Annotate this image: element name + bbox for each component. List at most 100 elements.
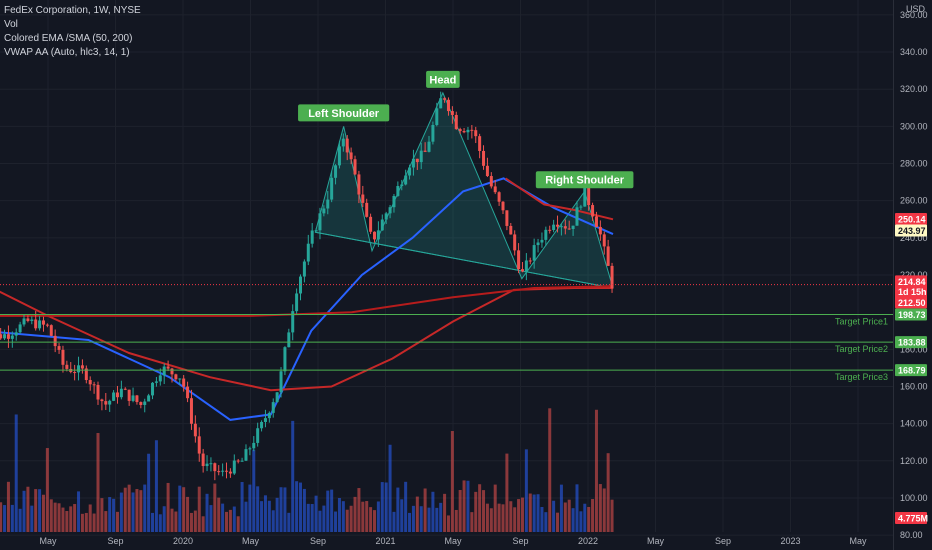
candle-body bbox=[30, 319, 34, 321]
target-price-tag bbox=[895, 336, 927, 349]
price-tick-label: 100.00 bbox=[900, 493, 928, 503]
candle-body bbox=[400, 184, 404, 187]
candle-body bbox=[575, 207, 579, 226]
pattern-labels: Left Shoulder Head Right Shoulder bbox=[298, 70, 634, 189]
volume-indicator-label[interactable]: Vol bbox=[4, 19, 18, 30]
price-tick-label: 320.00 bbox=[900, 84, 928, 94]
volume-bar bbox=[571, 508, 575, 532]
target-price-tag-label: 183.88 bbox=[898, 338, 926, 348]
volume-bar bbox=[45, 448, 49, 532]
time-tick-label: Sep bbox=[310, 536, 326, 546]
volume-bar bbox=[450, 431, 454, 532]
candle-body bbox=[450, 111, 454, 115]
volume-bar bbox=[104, 511, 108, 532]
candle-body bbox=[14, 332, 18, 336]
volume-bar bbox=[228, 509, 232, 532]
candle-body bbox=[252, 442, 256, 449]
volume-bar bbox=[310, 504, 314, 532]
time-tick-label: May bbox=[444, 536, 462, 546]
candle-body bbox=[380, 219, 384, 231]
volume-bar bbox=[357, 488, 361, 532]
price-tick-label: 240.00 bbox=[900, 233, 928, 243]
symbol-title[interactable]: FedEx Corporation, 1W, NYSE bbox=[4, 5, 141, 16]
time-axis[interactable]: May Sep 2020 May Sep 2021 May Sep 2022 May Sep 2023… bbox=[39, 536, 867, 546]
volume-bar bbox=[587, 506, 591, 532]
candle-body bbox=[22, 318, 26, 325]
volume-bar bbox=[131, 492, 135, 532]
candle-body bbox=[291, 311, 295, 333]
ema-sma-indicator-label[interactable]: Colored EMA /SMA (50, 200) bbox=[4, 33, 133, 44]
volume-bar bbox=[443, 493, 447, 532]
candle-body bbox=[115, 392, 119, 398]
volume-bar bbox=[53, 502, 57, 532]
candle-body bbox=[170, 368, 174, 375]
volume-bar bbox=[478, 484, 482, 532]
vwap-indicator-label[interactable]: VWAP AA (Auto, hlc3, 14, 1) bbox=[4, 47, 130, 58]
volume-bar bbox=[388, 444, 392, 532]
volume-bar bbox=[528, 493, 532, 532]
candle-body bbox=[279, 371, 283, 393]
volume-bar bbox=[306, 503, 310, 532]
volume-bar bbox=[369, 507, 373, 532]
candle-body bbox=[392, 195, 396, 208]
candle-body bbox=[73, 372, 77, 374]
volume-bar bbox=[509, 501, 513, 532]
volume-bar bbox=[462, 480, 466, 532]
volume-bar bbox=[26, 486, 30, 532]
volume-bar bbox=[77, 491, 81, 532]
candle-body bbox=[178, 378, 182, 380]
volume-bar bbox=[458, 490, 462, 532]
time-tick-label: May bbox=[647, 536, 665, 546]
volume-bar bbox=[108, 497, 112, 532]
candle-body bbox=[84, 368, 88, 381]
volume-bar bbox=[602, 488, 606, 532]
price-axis[interactable]: USD 360.00 340.00 320.00 300.00 280.00 260.00… bbox=[900, 4, 928, 540]
candle-body bbox=[462, 131, 466, 133]
candle-body bbox=[345, 138, 349, 153]
candle-body bbox=[244, 449, 248, 461]
volume-bar bbox=[361, 501, 365, 532]
candle-body bbox=[139, 402, 143, 405]
price-tick-label: 340.00 bbox=[900, 47, 928, 57]
candle-body bbox=[127, 389, 131, 401]
volume-bar bbox=[520, 497, 524, 532]
candle-body bbox=[524, 260, 528, 272]
candle-body bbox=[489, 176, 493, 187]
volume-bar bbox=[318, 510, 322, 532]
candle-body bbox=[384, 213, 388, 220]
candlesticks bbox=[0, 91, 614, 481]
candle-body bbox=[26, 318, 30, 321]
candle-body bbox=[357, 174, 361, 195]
volume-bar bbox=[14, 414, 18, 532]
candle-body bbox=[509, 225, 513, 235]
time-tick-label: May bbox=[849, 536, 867, 546]
volume-bar bbox=[435, 507, 439, 532]
volume-bar bbox=[112, 498, 116, 532]
pattern-label: Head bbox=[429, 74, 456, 86]
volume-bar bbox=[260, 501, 264, 532]
volume-bar bbox=[22, 490, 26, 532]
price-tick-label: 160.00 bbox=[900, 381, 928, 391]
price-tag-label: 214.84 bbox=[898, 277, 926, 287]
candle-body bbox=[431, 124, 435, 142]
volume-bar bbox=[166, 482, 170, 532]
volume-bar bbox=[540, 506, 544, 532]
volume-bar bbox=[217, 497, 221, 532]
volume-bar bbox=[575, 484, 579, 532]
candle-body bbox=[505, 210, 509, 226]
candle-body bbox=[528, 260, 532, 262]
volume-bar bbox=[154, 440, 158, 532]
target-price-tag bbox=[895, 364, 927, 377]
candle-body bbox=[314, 230, 318, 232]
candle-body bbox=[478, 136, 482, 151]
candle-body bbox=[96, 384, 100, 400]
volume-bar bbox=[240, 482, 244, 532]
volume-bar bbox=[345, 509, 349, 532]
volume-bar bbox=[415, 496, 419, 532]
target-price-tag-label: 168.79 bbox=[898, 366, 926, 376]
candle-body bbox=[482, 150, 486, 166]
candle-body bbox=[45, 324, 49, 326]
volume-bar bbox=[552, 500, 556, 532]
currency-label: USD bbox=[906, 4, 926, 14]
